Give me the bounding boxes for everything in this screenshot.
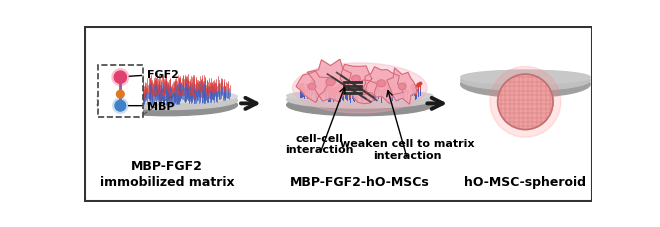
- Ellipse shape: [326, 79, 335, 86]
- Ellipse shape: [286, 92, 433, 109]
- Circle shape: [490, 67, 561, 138]
- Text: MBP-FGF2-hO-MSCs: MBP-FGF2-hO-MSCs: [290, 175, 430, 188]
- Ellipse shape: [97, 95, 238, 116]
- Circle shape: [114, 72, 127, 84]
- Polygon shape: [341, 65, 372, 96]
- Polygon shape: [361, 67, 403, 104]
- Circle shape: [113, 99, 128, 114]
- Circle shape: [117, 91, 124, 99]
- Ellipse shape: [286, 91, 433, 102]
- Ellipse shape: [461, 72, 590, 98]
- Ellipse shape: [352, 76, 360, 83]
- Ellipse shape: [461, 71, 590, 91]
- Circle shape: [112, 69, 129, 86]
- Polygon shape: [308, 60, 351, 102]
- Text: MBP: MBP: [129, 101, 175, 111]
- Text: hO-MSC-spheroid: hO-MSC-spheroid: [465, 175, 586, 188]
- Text: cell-cell
interaction: cell-cell interaction: [286, 133, 354, 155]
- Ellipse shape: [308, 84, 316, 90]
- Polygon shape: [296, 72, 330, 103]
- Ellipse shape: [97, 92, 238, 110]
- Text: FGF2: FGF2: [129, 70, 179, 80]
- Ellipse shape: [461, 71, 590, 85]
- Ellipse shape: [292, 64, 427, 114]
- Circle shape: [498, 75, 553, 130]
- Ellipse shape: [286, 95, 433, 116]
- Circle shape: [115, 101, 126, 111]
- FancyBboxPatch shape: [98, 66, 143, 118]
- Text: weaken cell to matrix
interaction: weaken cell to matrix interaction: [341, 138, 475, 160]
- Ellipse shape: [97, 91, 238, 103]
- Polygon shape: [387, 69, 417, 105]
- Polygon shape: [348, 81, 378, 104]
- Ellipse shape: [377, 81, 385, 87]
- Text: MBP-FGF2
immobilized matrix: MBP-FGF2 immobilized matrix: [100, 159, 234, 188]
- Ellipse shape: [399, 84, 406, 90]
- Ellipse shape: [360, 90, 367, 95]
